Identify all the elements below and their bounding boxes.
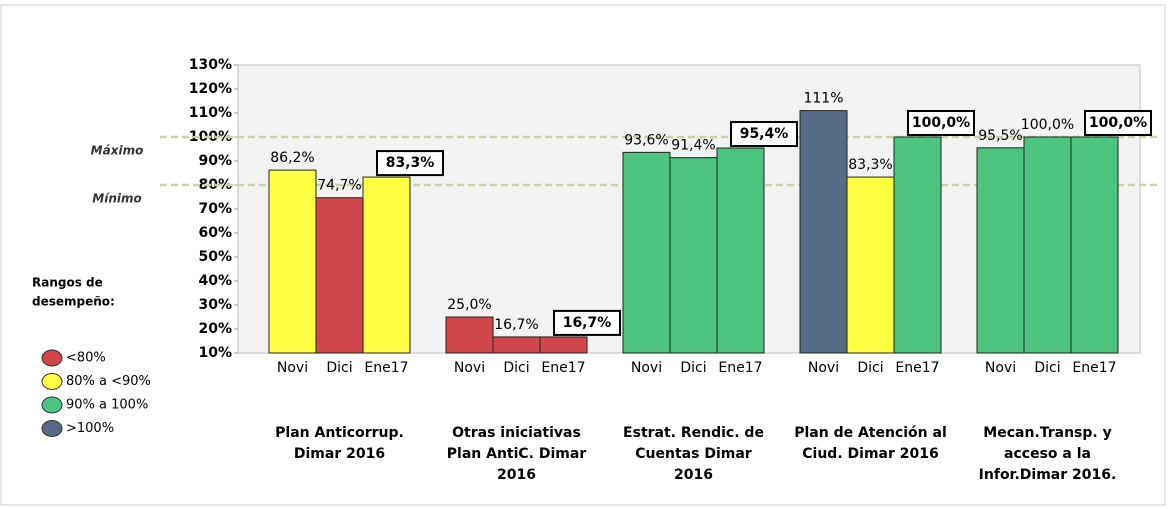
- category-label: Cuentas Dimar: [635, 446, 752, 462]
- value-label: 95,4%: [740, 126, 789, 142]
- y-tick-label: 50%: [198, 249, 232, 265]
- category-label: Plan de Atención al: [794, 425, 947, 441]
- category-label: Infor.Dimar 2016.: [979, 467, 1117, 483]
- value-label: 93,6%: [624, 132, 668, 148]
- legend-swatch: [41, 349, 63, 367]
- category-label: Plan Anticorrup.: [275, 425, 404, 441]
- value-label-box: [730, 121, 798, 148]
- x-sub-label: Dici: [503, 360, 529, 376]
- y-tick-label: 10%: [198, 345, 232, 361]
- y-tick-label: 40%: [198, 273, 232, 289]
- legend-label: 90% a 100%: [66, 398, 148, 413]
- bar: [799, 110, 848, 354]
- x-sub-label: Ene17: [364, 360, 408, 376]
- value-label-box: [907, 110, 975, 136]
- bar: [893, 136, 942, 354]
- reference-label: Mínimo: [92, 192, 141, 206]
- value-label: 16,7%: [494, 317, 538, 333]
- x-sub-label: Novi: [808, 360, 839, 376]
- y-tick-label: 90%: [198, 153, 232, 169]
- value-label: 111%: [803, 91, 843, 107]
- bar: [1070, 136, 1119, 354]
- x-sub-label: Dici: [326, 360, 352, 376]
- x-sub-label: Ene17: [895, 360, 939, 376]
- bar: [669, 157, 718, 354]
- value-label-box: [553, 309, 621, 336]
- value-label-box: [376, 150, 444, 177]
- value-label: 91,4%: [671, 138, 715, 154]
- bar: [539, 336, 588, 354]
- value-label: 95,5%: [978, 128, 1022, 144]
- value-label: 100,0%: [1021, 117, 1074, 133]
- bar: [1023, 136, 1072, 354]
- value-label: 16,7%: [563, 315, 612, 331]
- x-sub-label: Novi: [631, 360, 662, 376]
- x-sub-label: Dici: [857, 360, 883, 376]
- legend-title: desempeño:: [32, 295, 115, 309]
- category-label: Dimar 2016: [294, 446, 385, 462]
- bar: [445, 316, 494, 354]
- y-tick-label: 70%: [198, 201, 232, 217]
- legend-swatch: [41, 420, 63, 437]
- value-label: 25,0%: [447, 297, 491, 313]
- x-sub-label: Ene17: [1072, 360, 1116, 376]
- category-label: Plan AntiC. Dimar: [447, 446, 587, 462]
- legend-label: 80% a <90%: [66, 374, 151, 389]
- value-label-box: [1084, 110, 1152, 136]
- bar: [976, 147, 1025, 354]
- frame: [0, 4, 1166, 506]
- bar: [315, 197, 364, 354]
- y-tick-label: 110%: [189, 105, 232, 121]
- y-tick-label: 130%: [189, 57, 232, 73]
- x-sub-label: Ene17: [718, 360, 762, 376]
- bar: [362, 176, 411, 354]
- x-sub-label: Ene17: [541, 360, 585, 376]
- value-label: 83,3%: [848, 157, 892, 173]
- legend-swatch: [41, 373, 63, 390]
- value-label: 74,7%: [317, 178, 361, 194]
- legend-label: >100%: [66, 421, 114, 436]
- bar: [846, 176, 895, 354]
- y-tick-label: 20%: [198, 321, 232, 337]
- x-sub-label: Novi: [985, 360, 1016, 376]
- category-label: Ciud. Dimar 2016: [802, 446, 938, 462]
- category-label: Mecan.Transp. y: [983, 425, 1111, 441]
- y-tick-label: 120%: [189, 81, 232, 97]
- x-sub-label: Novi: [454, 360, 485, 376]
- bar: [716, 147, 765, 354]
- value-label: 100,0%: [912, 115, 970, 131]
- value-label: 83,3%: [386, 155, 435, 171]
- bar: [492, 336, 541, 354]
- legend-swatch: [41, 396, 63, 414]
- x-sub-label: Dici: [1034, 360, 1060, 376]
- x-sub-label: Dici: [680, 360, 706, 376]
- category-label: 2016: [497, 467, 536, 483]
- bar: [622, 151, 671, 354]
- value-label: 100,0%: [1089, 115, 1147, 131]
- legend-title: Rangos de: [32, 276, 103, 290]
- reference-label: Máximo: [91, 144, 144, 158]
- category-label: acceso a la: [1004, 446, 1091, 462]
- value-label: 86,2%: [270, 150, 314, 166]
- category-label: Estrat. Rendic. de: [623, 425, 764, 441]
- y-tick-label: 60%: [198, 225, 232, 241]
- category-label: Otras iniciativas: [452, 425, 581, 441]
- bar: [268, 169, 317, 354]
- y-tick-label: 30%: [198, 297, 232, 313]
- legend-label: <80%: [66, 351, 106, 366]
- category-label: 2016: [674, 467, 713, 483]
- x-sub-label: Novi: [277, 360, 308, 376]
